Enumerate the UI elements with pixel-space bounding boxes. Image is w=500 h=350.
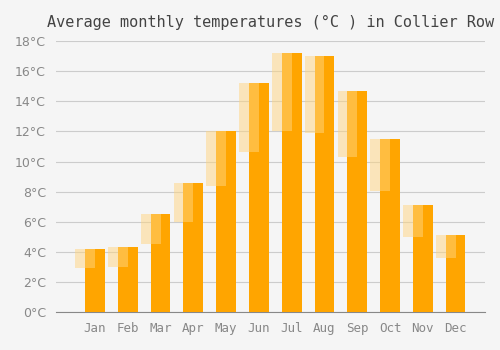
Bar	[314, 56, 334, 312]
Bar	[272, 53, 291, 131]
Bar	[282, 53, 302, 312]
Bar	[446, 236, 466, 312]
Bar	[249, 83, 268, 312]
Bar	[174, 183, 194, 222]
Bar	[141, 214, 161, 244]
Bar	[348, 91, 367, 312]
Bar	[239, 83, 259, 152]
Bar	[75, 249, 95, 268]
Bar	[108, 247, 128, 267]
Bar	[305, 56, 324, 133]
Bar	[403, 205, 423, 237]
Bar	[436, 236, 456, 258]
Bar	[184, 183, 203, 312]
Bar	[206, 131, 226, 186]
Bar	[150, 214, 171, 312]
Bar	[380, 139, 400, 312]
Title: Average monthly temperatures (°C ) in Collier Row: Average monthly temperatures (°C ) in Co…	[47, 15, 494, 30]
Bar	[370, 139, 390, 191]
Bar	[118, 247, 138, 312]
Bar	[413, 205, 432, 312]
Bar	[85, 249, 104, 312]
Bar	[338, 91, 357, 157]
Bar	[216, 131, 236, 312]
